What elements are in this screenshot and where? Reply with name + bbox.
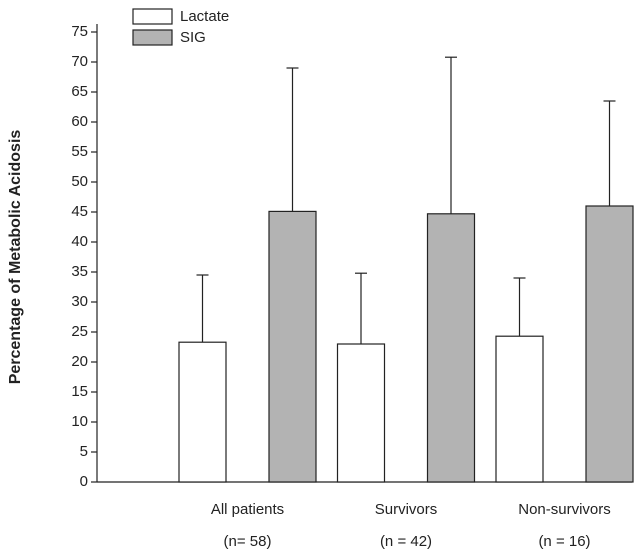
y-tick-label: 35 (71, 263, 88, 280)
y-tick-label: 40 (71, 233, 88, 250)
bar (585, 205, 634, 483)
y-tick-label: 65 (71, 83, 88, 100)
y-tick-label: 5 (80, 443, 88, 460)
x-tick-label: Survivors (375, 501, 438, 518)
bar (178, 341, 227, 483)
bar (426, 213, 476, 483)
legend-label: Lactate (180, 8, 229, 25)
x-tick-label: (n= 58) (224, 533, 272, 550)
y-tick-label: 0 (80, 473, 88, 490)
legend-label: SIG (180, 29, 206, 46)
y-tick-label: 10 (71, 413, 88, 430)
bar (268, 210, 317, 483)
x-tick-label: (n = 16) (538, 533, 590, 550)
y-tick-label: 45 (71, 203, 88, 220)
x-tick-label: All patients (211, 501, 284, 518)
y-tick-label: 25 (71, 323, 88, 340)
bar (495, 335, 544, 483)
legend-swatch (132, 29, 173, 46)
y-tick-label: 15 (71, 383, 88, 400)
x-tick-label: (n = 42) (380, 533, 432, 550)
y-tick-label: 20 (71, 353, 88, 370)
legend-swatch (132, 8, 173, 25)
y-tick-label: 50 (71, 173, 88, 190)
bar (336, 343, 386, 483)
y-tick-label: 55 (71, 143, 88, 160)
x-tick-label: Non-survivors (518, 501, 611, 518)
y-tick-label: 75 (71, 23, 88, 40)
y-tick-label: 30 (71, 293, 88, 310)
y-tick-label: 60 (71, 113, 88, 130)
y-tick-label: 70 (71, 53, 88, 70)
y-axis-label: Percentage of Metabolic Acidosis (7, 130, 24, 385)
